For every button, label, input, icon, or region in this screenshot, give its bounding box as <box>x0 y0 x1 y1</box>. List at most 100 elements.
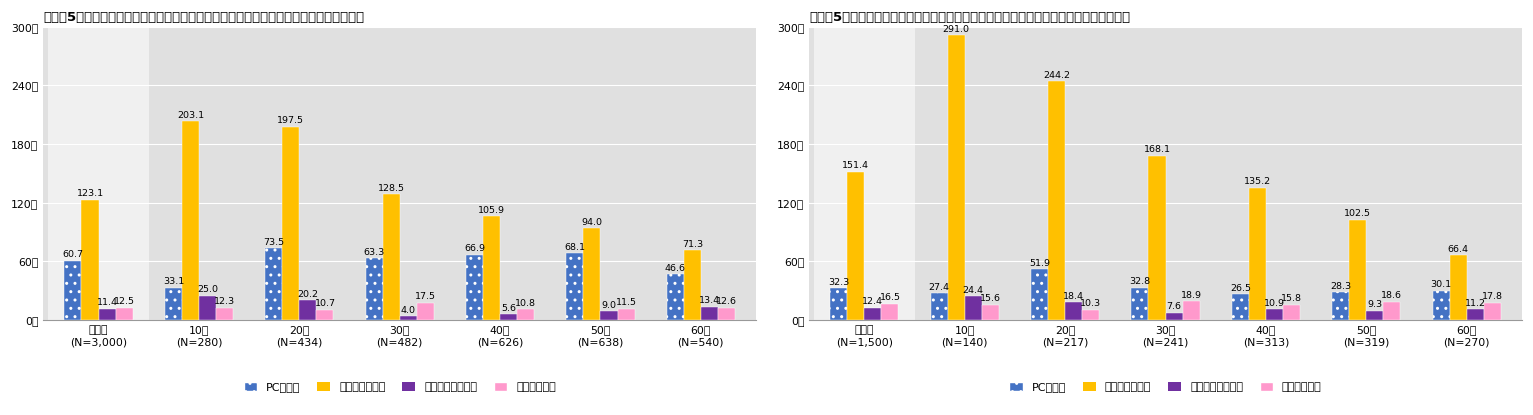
Text: 128.5: 128.5 <box>377 184 405 193</box>
Bar <box>282 127 299 320</box>
Text: 66.4: 66.4 <box>1447 244 1469 254</box>
Bar <box>566 254 584 320</box>
Text: 9.0: 9.0 <box>601 301 616 310</box>
Text: 10.9: 10.9 <box>1263 299 1285 308</box>
Text: 27.4: 27.4 <box>929 283 949 292</box>
Text: 66.9: 66.9 <box>464 244 484 253</box>
Bar <box>1266 309 1283 320</box>
Bar <box>667 274 684 320</box>
Text: 13.4: 13.4 <box>699 296 721 305</box>
Bar <box>1082 310 1099 320</box>
Bar <box>881 304 898 320</box>
Bar <box>947 35 964 320</box>
Bar <box>831 288 848 320</box>
Bar <box>1233 294 1249 320</box>
Bar <box>981 305 1000 320</box>
Text: 12.5: 12.5 <box>113 297 135 306</box>
Bar <box>1467 309 1484 320</box>
Text: 12.3: 12.3 <box>215 298 235 307</box>
Text: 10.3: 10.3 <box>1081 300 1101 308</box>
Text: 12.4: 12.4 <box>863 298 883 306</box>
Text: 203.1: 203.1 <box>176 111 204 120</box>
Text: 18.6: 18.6 <box>1381 291 1403 300</box>
Bar <box>865 308 881 320</box>
Bar <box>500 315 517 320</box>
Bar <box>316 310 334 320</box>
Text: 51.9: 51.9 <box>1029 259 1050 268</box>
Bar <box>1332 292 1349 320</box>
Text: 20.2: 20.2 <box>297 290 319 299</box>
Legend: PCネット, モバイルネット, タブレットネット, テレビネット: PCネット, モバイルネット, タブレットネット, テレビネット <box>1006 377 1326 397</box>
Text: 15.6: 15.6 <box>980 294 1001 303</box>
Bar <box>216 308 233 320</box>
Bar <box>601 311 618 320</box>
Text: 151.4: 151.4 <box>842 161 869 171</box>
Bar <box>1349 220 1366 320</box>
Text: 26.5: 26.5 <box>1229 283 1251 293</box>
Text: 33.1: 33.1 <box>162 277 184 286</box>
Bar <box>182 122 199 320</box>
Bar <box>417 303 434 320</box>
Text: 94.0: 94.0 <box>581 217 602 227</box>
Text: 5.6: 5.6 <box>501 304 517 313</box>
Bar <box>717 308 734 320</box>
Bar <box>517 310 533 320</box>
Text: 60.7: 60.7 <box>63 250 83 259</box>
Text: 16.5: 16.5 <box>880 293 900 303</box>
Text: 24.4: 24.4 <box>963 286 984 295</box>
Text: 17.5: 17.5 <box>415 293 435 301</box>
Bar <box>199 295 216 320</box>
Bar <box>49 27 149 320</box>
Bar <box>1165 312 1182 320</box>
Text: 10.8: 10.8 <box>515 299 537 308</box>
Bar <box>1049 81 1065 320</box>
Text: 28.3: 28.3 <box>1331 282 1351 291</box>
Text: 17.8: 17.8 <box>1482 292 1502 301</box>
Text: 102.5: 102.5 <box>1344 209 1371 218</box>
Bar <box>1450 255 1467 320</box>
Bar <box>1366 311 1383 320</box>
Text: 71.3: 71.3 <box>682 240 704 249</box>
Text: 【令和5年度】【平日】主な機器によるインターネット平均利用時間（全年代・年代別）: 【令和5年度】【平日】主な機器によるインターネット平均利用時間（全年代・年代別） <box>43 11 365 24</box>
Bar <box>365 258 383 320</box>
Text: 197.5: 197.5 <box>277 117 304 125</box>
Text: 30.1: 30.1 <box>1430 280 1452 289</box>
Text: 123.1: 123.1 <box>77 189 104 198</box>
Bar <box>265 248 282 320</box>
Bar <box>383 194 400 320</box>
Text: 11.4: 11.4 <box>97 298 118 308</box>
Text: 32.8: 32.8 <box>1130 278 1150 286</box>
Text: 32.3: 32.3 <box>828 278 849 287</box>
Text: 291.0: 291.0 <box>943 25 970 34</box>
Text: 46.6: 46.6 <box>665 264 685 273</box>
Text: 18.4: 18.4 <box>1064 291 1084 300</box>
Text: 18.9: 18.9 <box>1180 291 1202 300</box>
Text: 11.5: 11.5 <box>616 298 636 307</box>
Bar <box>1065 302 1082 320</box>
Bar <box>299 300 316 320</box>
Bar <box>166 288 182 320</box>
Text: 7.6: 7.6 <box>1167 302 1182 311</box>
Bar <box>1432 290 1450 320</box>
Text: 【令和5年度】【休日】主な機器によるインターネット平均利用時間（全年代・年代別）: 【令和5年度】【休日】主な機器によるインターネット平均利用時間（全年代・年代別） <box>809 11 1130 24</box>
Text: 105.9: 105.9 <box>478 206 504 215</box>
Bar <box>1484 303 1501 320</box>
Bar <box>848 172 865 320</box>
Text: 9.3: 9.3 <box>1367 300 1383 310</box>
Bar <box>1148 156 1165 320</box>
Bar <box>701 307 717 320</box>
Text: 244.2: 244.2 <box>1042 71 1070 80</box>
Text: 4.0: 4.0 <box>400 305 415 315</box>
Bar <box>931 293 947 320</box>
Bar <box>64 261 81 320</box>
Text: 15.8: 15.8 <box>1282 294 1302 303</box>
Bar <box>1249 188 1266 320</box>
Text: 12.6: 12.6 <box>716 297 737 306</box>
Text: 25.0: 25.0 <box>196 285 218 294</box>
Text: 135.2: 135.2 <box>1243 177 1271 186</box>
Bar <box>1383 302 1401 320</box>
Text: 73.5: 73.5 <box>264 238 284 247</box>
Bar <box>814 27 915 320</box>
Bar <box>1131 288 1148 320</box>
Bar <box>618 309 635 320</box>
